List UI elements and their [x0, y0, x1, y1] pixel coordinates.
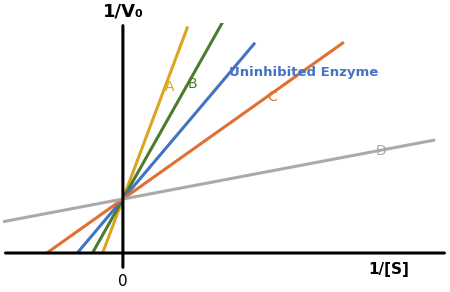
Text: D: D [375, 144, 386, 158]
Text: B: B [188, 77, 198, 91]
Text: A: A [165, 80, 175, 94]
Text: Uninhibited Enzyme: Uninhibited Enzyme [229, 66, 378, 79]
Text: 1/[S]: 1/[S] [369, 262, 410, 277]
Text: C: C [267, 90, 277, 104]
Text: 1/V₀: 1/V₀ [103, 3, 144, 20]
